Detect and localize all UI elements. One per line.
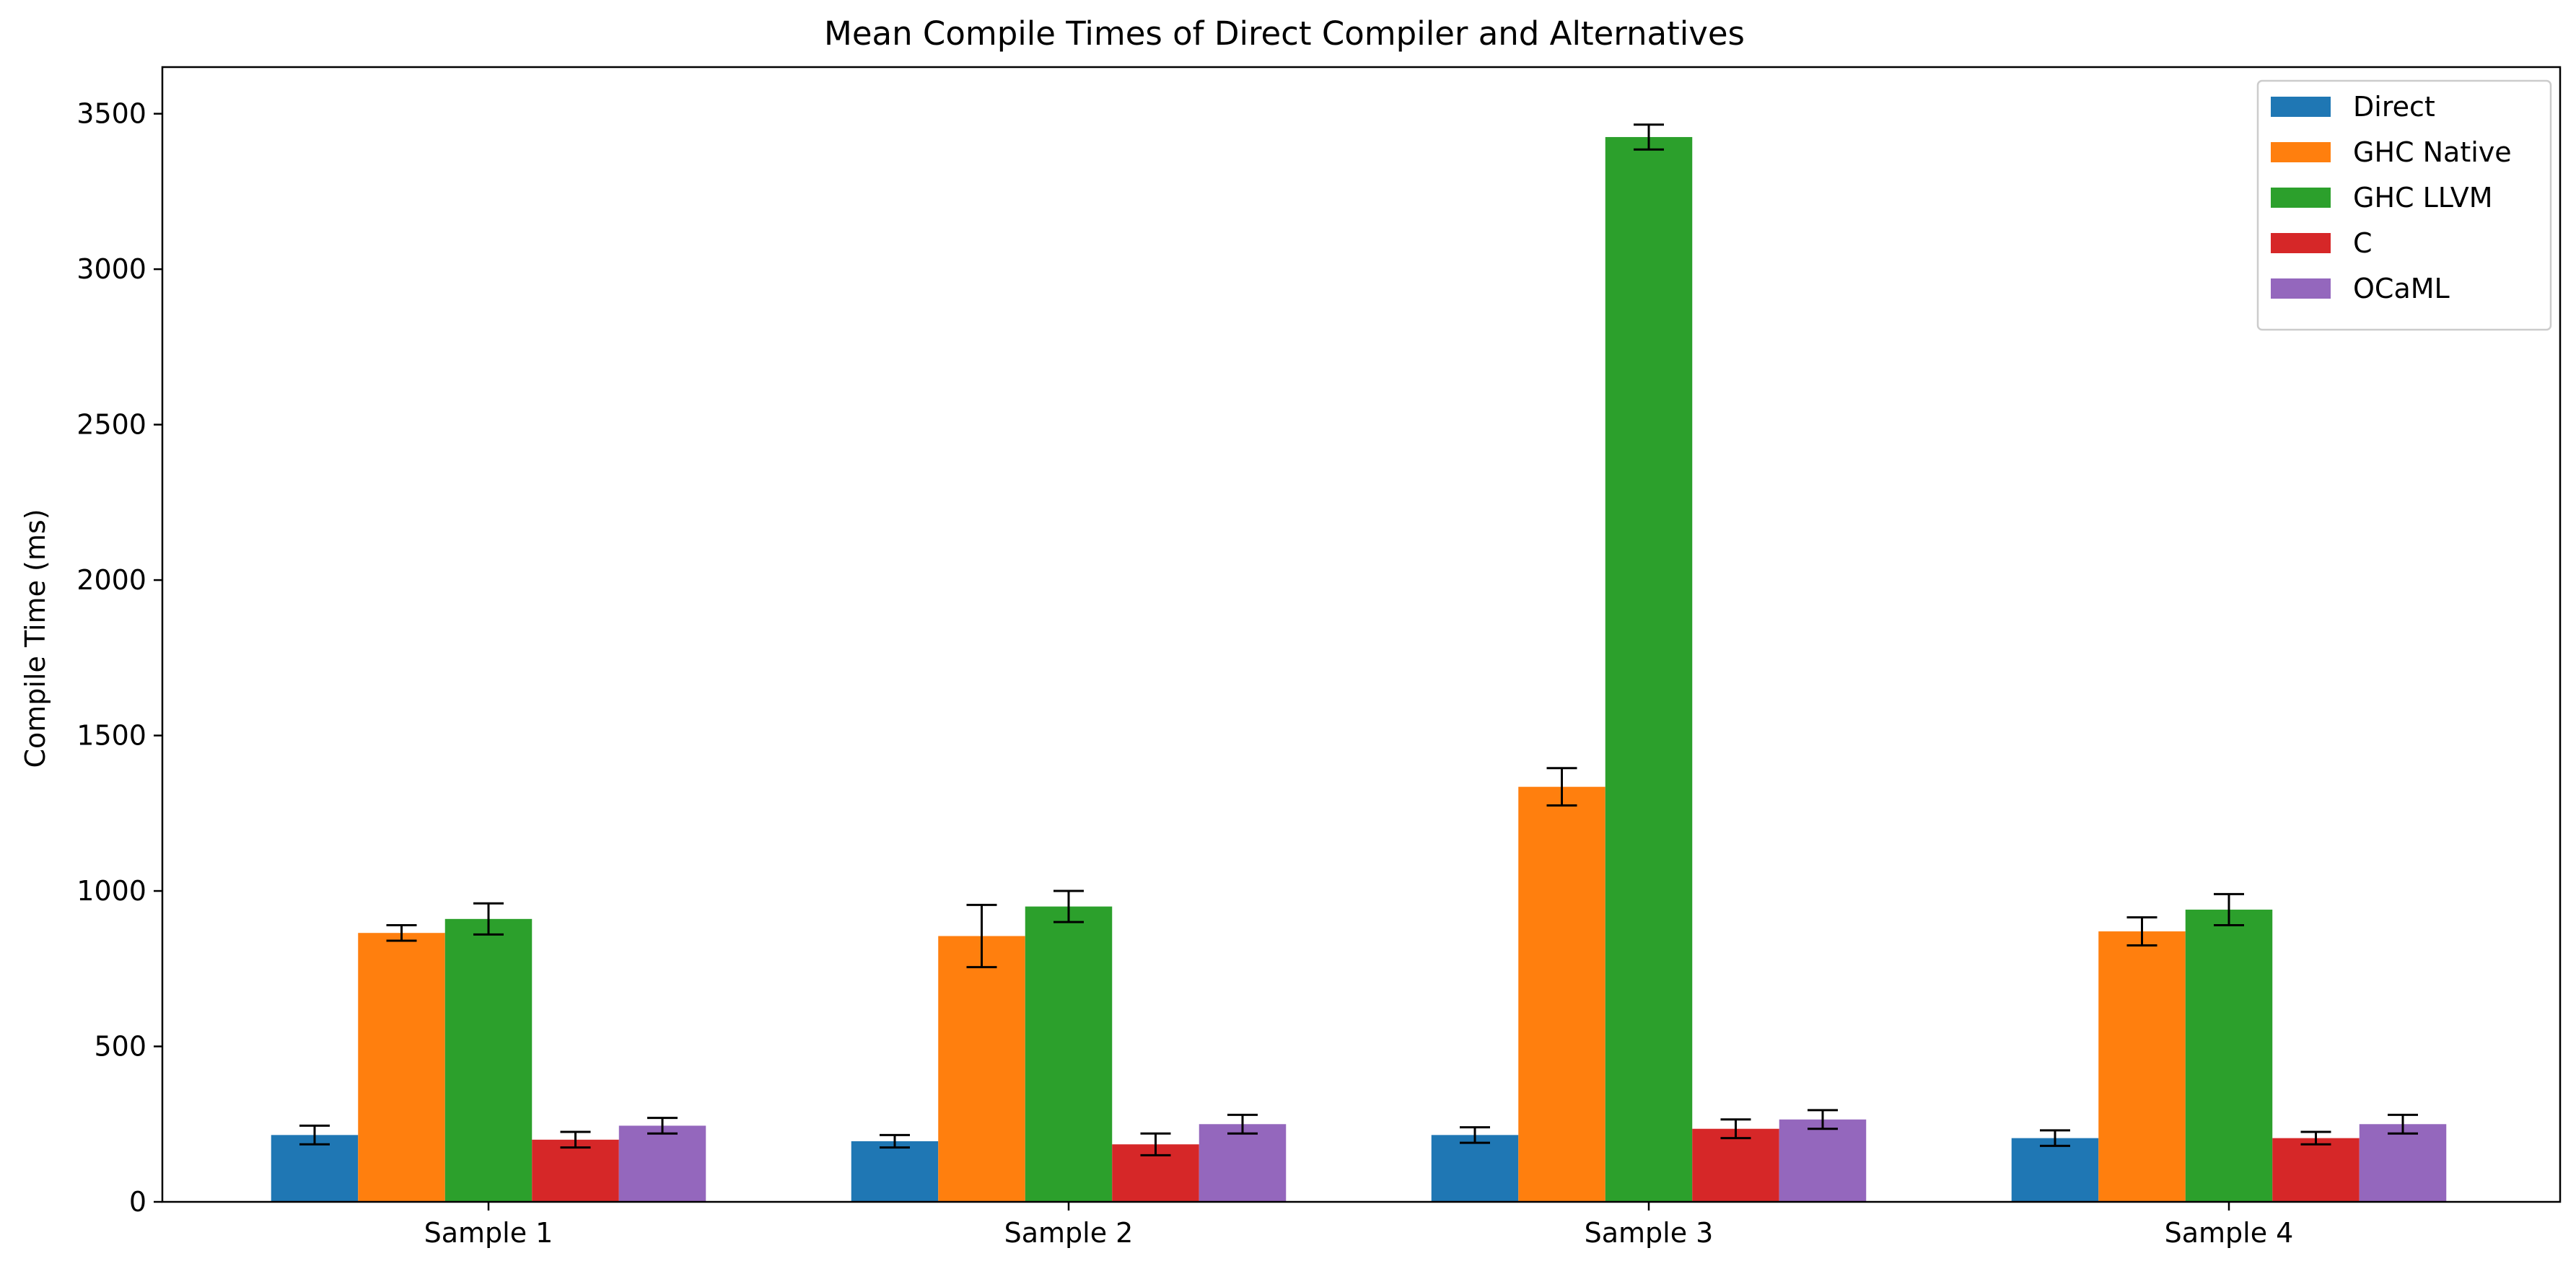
error-bar-c-sample-4 — [2300, 1130, 2331, 1146]
y-tick-label: 3000 — [76, 253, 146, 285]
legend-swatch — [2271, 97, 2331, 117]
legend: Direct GHC Native GHC LLVM C OCaML — [2256, 79, 2552, 331]
error-bar-ghc-native-sample-2 — [966, 903, 997, 969]
bar-ghc-llvm-sample-1 — [444, 918, 533, 1202]
x-tick-label: Sample 2 — [1004, 1217, 1134, 1249]
chart-title: Mean Compile Times of Direct Compiler an… — [824, 14, 1745, 53]
bar-ocaml-sample-3 — [1779, 1119, 1867, 1202]
error-bar-ghc-native-sample-4 — [2126, 916, 2157, 946]
error-bar-direct-sample-3 — [1460, 1126, 1490, 1144]
legend-label: GHC LLVM — [2353, 182, 2493, 214]
legend-label: GHC Native — [2353, 136, 2512, 168]
legend-label: Direct — [2353, 91, 2435, 123]
y-axis-label: Compile Time (ms) — [19, 509, 51, 768]
bar-c-sample-4 — [2272, 1138, 2360, 1202]
error-bar-c-sample-2 — [1140, 1132, 1171, 1156]
bar-ghc-native-sample-2 — [938, 936, 1025, 1202]
error-bar-ocaml-sample-1 — [647, 1117, 678, 1135]
y-tick-label: 500 — [94, 1031, 146, 1063]
bar-direct-sample-2 — [851, 1141, 939, 1202]
error-bar-direct-sample-4 — [2040, 1129, 2070, 1147]
bar-ghc-native-sample-3 — [1518, 786, 1605, 1202]
error-bar-ocaml-sample-3 — [1808, 1109, 1838, 1130]
legend-item-ghc-llvm: GHC LLVM — [2271, 182, 2493, 214]
legend-swatch — [2271, 142, 2331, 162]
legend-swatch — [2271, 188, 2331, 208]
bar-ocaml-sample-4 — [2359, 1124, 2447, 1202]
bars-layer — [271, 136, 2447, 1203]
y-tick-label: 2000 — [76, 564, 146, 596]
legend-swatch — [2271, 278, 2331, 299]
legend-swatch — [2271, 233, 2331, 253]
bar-direct-sample-3 — [1431, 1135, 1519, 1202]
legend-label: C — [2353, 227, 2373, 259]
bar-c-sample-1 — [532, 1139, 619, 1202]
bar-ocaml-sample-2 — [1199, 1124, 1287, 1202]
error-bar-ghc-llvm-sample-1 — [473, 902, 504, 936]
legend-item-ghc-native: GHC Native — [2271, 136, 2512, 168]
legend-item-ocaml: OCaML — [2271, 273, 2450, 304]
y-tick-label: 0 — [129, 1186, 146, 1218]
error-bar-ghc-native-sample-1 — [386, 923, 417, 942]
bar-ghc-llvm-sample-2 — [1025, 906, 1113, 1202]
bar-ghc-llvm-sample-3 — [1605, 136, 1693, 1203]
bar-direct-sample-4 — [2011, 1138, 2099, 1202]
error-bars-layer — [299, 123, 2418, 1156]
x-axis: Sample 1 Sample 2 Sample 3 Sample 4 — [424, 1202, 2294, 1249]
error-bar-c-sample-1 — [560, 1130, 591, 1149]
y-tick-label: 1000 — [76, 875, 146, 907]
error-bar-ghc-native-sample-3 — [1546, 767, 1577, 807]
legend-box — [2256, 79, 2552, 331]
bar-c-sample-3 — [1692, 1128, 1779, 1202]
x-tick-label: Sample 3 — [1585, 1217, 1714, 1249]
legend-label: OCaML — [2353, 273, 2450, 304]
error-bar-direct-sample-2 — [880, 1133, 910, 1149]
bar-direct-sample-1 — [271, 1135, 359, 1202]
plot-area-frame — [161, 66, 2562, 1203]
error-bar-ghc-llvm-sample-2 — [1053, 889, 1084, 923]
bar-ocaml-sample-1 — [618, 1125, 706, 1202]
y-tick-label: 2500 — [76, 409, 146, 441]
bar-ghc-native-sample-1 — [358, 933, 445, 1202]
y-tick-label: 1500 — [76, 720, 146, 752]
y-tick-label: 3500 — [76, 98, 146, 130]
error-bar-ghc-llvm-sample-3 — [1634, 123, 1664, 151]
error-bar-ocaml-sample-2 — [1227, 1113, 1258, 1135]
legend-item-c: C — [2271, 227, 2373, 259]
error-bar-ocaml-sample-4 — [2388, 1113, 2418, 1135]
y-axis: 0 500 1000 1500 2000 2500 3000 3500 — [76, 98, 162, 1218]
error-bar-ghc-llvm-sample-4 — [2214, 892, 2244, 926]
bar-ghc-native-sample-4 — [2098, 931, 2186, 1202]
legend-item-direct: Direct — [2271, 91, 2435, 123]
x-tick-label: Sample 4 — [2165, 1217, 2294, 1249]
error-bar-direct-sample-1 — [299, 1124, 330, 1146]
x-tick-label: Sample 1 — [424, 1217, 553, 1249]
error-bar-c-sample-3 — [1720, 1118, 1751, 1140]
bar-ghc-llvm-sample-4 — [2185, 909, 2273, 1202]
